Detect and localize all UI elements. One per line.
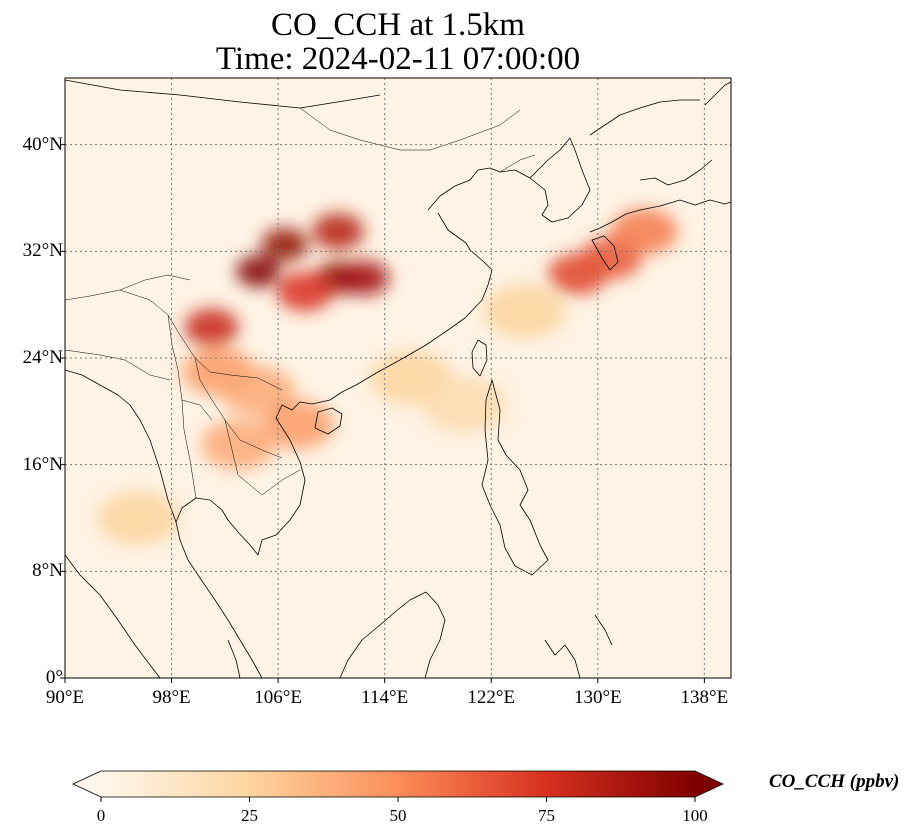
- colorbar-gradient: [101, 771, 695, 797]
- co-field: [97, 208, 678, 546]
- coastlines: [65, 79, 731, 678]
- plume-blob: [312, 213, 364, 250]
- lat-tick-label: 24°N: [22, 347, 63, 368]
- lat-tick-label: 40°N: [22, 133, 63, 155]
- plume-blob: [236, 255, 281, 288]
- plume-blob: [184, 308, 239, 347]
- colorbar: [72, 770, 724, 802]
- lon-tick-label: 138°E: [680, 687, 729, 708]
- lat-tick-label: 8°N: [32, 560, 63, 582]
- colorbar-title: CO_CCH (ppbv): [769, 771, 900, 792]
- colorbar-tick-label: 100: [682, 806, 708, 825]
- colorbar-tick-label: 75: [538, 806, 555, 825]
- colorbar-extend-low: [73, 771, 101, 797]
- colorbar-tick-label: 0: [96, 806, 106, 825]
- lat-tick-label: 16°N: [22, 453, 63, 475]
- plume-blob: [276, 271, 334, 312]
- lon-tick-label: 98°E: [152, 687, 191, 708]
- lon-tick-label: 106°E: [254, 687, 302, 708]
- map-frame: [64, 77, 732, 679]
- lat-tick-label: 0°: [45, 667, 63, 688]
- colorbar-ticks: [100, 797, 696, 802]
- lat-tick-label: 32°N: [22, 240, 63, 262]
- map-title: CO_CCH at 1.5km: [271, 7, 525, 43]
- lon-tick-label: 130°E: [573, 687, 622, 708]
- plume-blob: [97, 490, 180, 546]
- plume-blob: [483, 284, 566, 339]
- plume-blob: [611, 208, 678, 255]
- map-panel: [65, 78, 731, 678]
- lon-tick-label: 90°E: [45, 687, 85, 708]
- lon-tick-label: 122°E: [467, 687, 516, 708]
- plume-blob: [262, 400, 334, 449]
- colorbar-extend-high: [695, 771, 723, 797]
- plume-blob: [340, 260, 390, 296]
- plume-blob: [261, 227, 309, 262]
- plume-blob: [201, 419, 276, 470]
- map-time: Time: 2024-02-11 07:00:00: [215, 41, 581, 77]
- plume-blob: [221, 366, 296, 417]
- lon-tick-label: 114°E: [361, 687, 409, 708]
- colorbar-tick-label: 25: [241, 806, 258, 825]
- axis-ticks: [60, 144, 705, 683]
- plume-blob: [422, 376, 507, 433]
- colorbar-tick-label: 50: [389, 806, 407, 825]
- gridlines: [65, 78, 731, 678]
